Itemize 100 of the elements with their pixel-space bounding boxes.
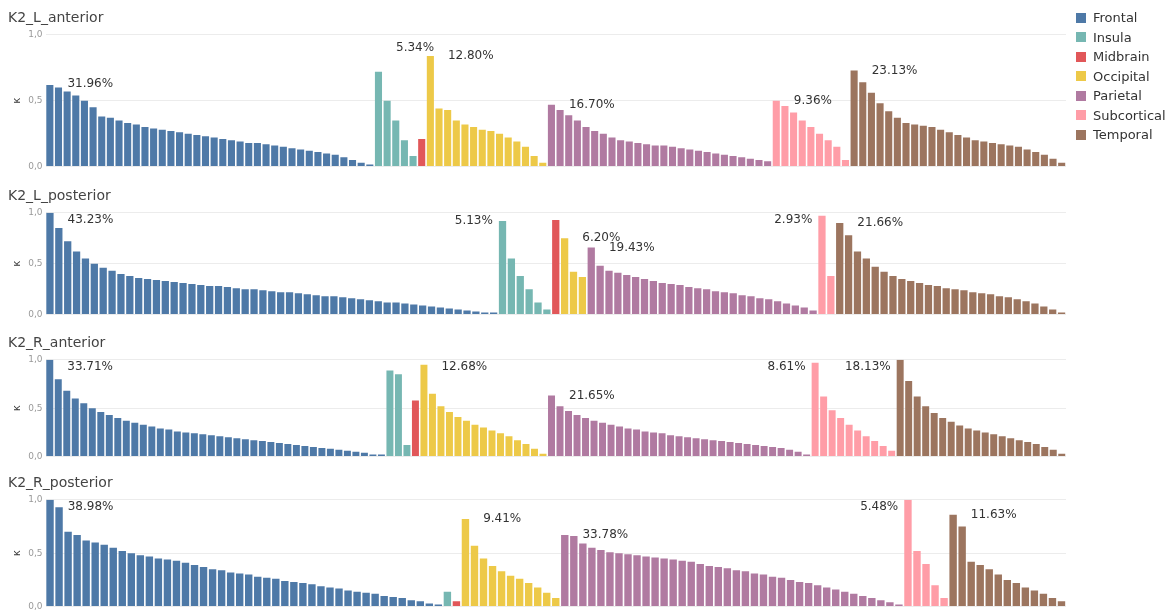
bar bbox=[411, 400, 419, 457]
bar bbox=[425, 603, 434, 607]
bar bbox=[1048, 598, 1057, 607]
bar bbox=[199, 567, 208, 607]
bar bbox=[732, 570, 741, 607]
annotation: 2.93% bbox=[774, 211, 813, 226]
chart-title: K2_R_posterior bbox=[8, 474, 113, 491]
bar bbox=[374, 301, 382, 315]
bar bbox=[768, 576, 777, 607]
annotation: 21.65% bbox=[568, 387, 615, 402]
bar bbox=[176, 132, 184, 167]
bar bbox=[374, 71, 383, 167]
bar bbox=[705, 566, 713, 607]
annotation: 5.48% bbox=[860, 498, 899, 513]
bar bbox=[201, 136, 210, 167]
y-tick-label: 0,0 bbox=[28, 160, 43, 171]
bar bbox=[543, 592, 551, 607]
bar bbox=[208, 569, 217, 607]
annotation: 9.41% bbox=[483, 511, 522, 526]
bar bbox=[479, 558, 488, 607]
annotation: 33.78% bbox=[582, 527, 629, 542]
bar bbox=[109, 547, 117, 607]
y-tick-label: 1,0 bbox=[28, 207, 43, 218]
y-tick-label: 0,5 bbox=[28, 402, 43, 413]
bar bbox=[853, 251, 862, 315]
bar bbox=[1039, 593, 1048, 607]
y-tick-label: 0,0 bbox=[28, 308, 43, 319]
bar bbox=[547, 104, 555, 167]
bar bbox=[348, 298, 356, 315]
bar bbox=[515, 578, 524, 607]
y-tick-label: 1,0 bbox=[28, 494, 43, 505]
bar bbox=[154, 558, 163, 607]
bar bbox=[643, 144, 651, 167]
bar bbox=[163, 559, 172, 607]
bar bbox=[172, 560, 181, 607]
bar bbox=[227, 140, 235, 167]
bar bbox=[452, 601, 461, 607]
annotation: 38.98% bbox=[67, 498, 114, 513]
y-tick-label: 0,5 bbox=[28, 258, 43, 269]
bar bbox=[470, 545, 479, 607]
y-axis-title: κ bbox=[9, 404, 22, 411]
bar bbox=[80, 100, 88, 167]
legend-label: Insula bbox=[1093, 28, 1132, 47]
bar bbox=[759, 574, 768, 607]
y-tick-label: 0,0 bbox=[28, 600, 43, 611]
bar bbox=[64, 241, 72, 315]
bar bbox=[995, 296, 1004, 315]
chart-title: K2_R_anterior bbox=[8, 334, 106, 351]
bar bbox=[461, 519, 470, 607]
bar bbox=[841, 160, 850, 167]
bar bbox=[765, 299, 773, 315]
bar bbox=[1004, 297, 1012, 315]
bar bbox=[548, 395, 555, 457]
bar bbox=[986, 294, 995, 315]
bar bbox=[506, 575, 515, 607]
legend-label: Temporal bbox=[1093, 126, 1153, 144]
bar bbox=[136, 555, 145, 607]
bar bbox=[711, 291, 720, 315]
bar bbox=[245, 574, 253, 607]
bar bbox=[81, 258, 90, 315]
bar bbox=[46, 84, 54, 167]
bar bbox=[223, 287, 232, 315]
bar bbox=[488, 566, 497, 607]
annotation: 8.61% bbox=[767, 358, 806, 373]
bar bbox=[127, 553, 136, 607]
bar bbox=[937, 129, 945, 167]
bar bbox=[907, 281, 915, 315]
bar bbox=[533, 587, 542, 607]
bar bbox=[181, 562, 190, 607]
bar bbox=[386, 370, 394, 457]
bar bbox=[235, 573, 244, 607]
bar bbox=[407, 600, 415, 607]
bar bbox=[445, 308, 453, 315]
bar bbox=[813, 585, 822, 607]
bar bbox=[804, 583, 813, 607]
bar bbox=[786, 579, 795, 607]
bar bbox=[915, 283, 924, 315]
bar bbox=[822, 587, 831, 607]
bar bbox=[1021, 587, 1030, 607]
bar bbox=[1030, 590, 1039, 607]
bar bbox=[976, 564, 984, 607]
legend-label: Parietal bbox=[1093, 87, 1142, 105]
bar bbox=[143, 278, 152, 315]
bar bbox=[791, 305, 799, 315]
bar bbox=[277, 292, 285, 315]
bar bbox=[54, 87, 63, 167]
bar bbox=[263, 577, 271, 607]
bar bbox=[565, 411, 572, 457]
bar bbox=[214, 286, 223, 315]
legend-label: Frontal bbox=[1093, 9, 1138, 27]
bar bbox=[777, 577, 786, 607]
bar bbox=[1057, 601, 1066, 607]
bar bbox=[443, 591, 452, 607]
bar bbox=[578, 276, 587, 315]
bar bbox=[631, 276, 640, 315]
bar bbox=[524, 583, 533, 607]
bar bbox=[285, 292, 294, 315]
bar bbox=[841, 591, 849, 607]
bar bbox=[90, 263, 98, 315]
bar bbox=[649, 281, 658, 315]
